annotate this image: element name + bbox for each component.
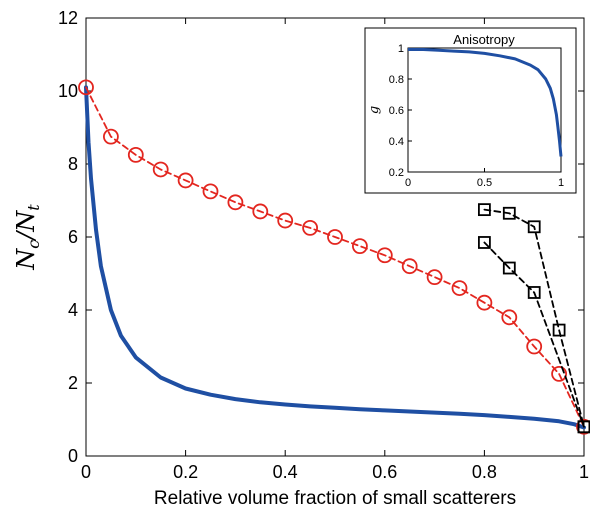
circle-marker [202,183,219,200]
square-marker [527,220,541,234]
inset-plot-series [408,48,563,157]
inset-x-tick-label: 0 [405,177,411,189]
x-tick-label: 0.4 [273,462,298,482]
inset-y-tick-label: 0.8 [389,74,404,86]
x-tick-label: 0.2 [173,462,198,482]
square-marker [502,261,516,275]
y-tick-label: 12 [58,8,78,28]
circle-marker [177,172,194,189]
x-axis-label: Relative volume fraction of small scatte… [154,488,516,509]
inset-series-0-line [408,48,563,157]
circle-marker [376,247,393,264]
y-tick-label: 6 [68,227,78,247]
square-marker [527,286,541,299]
y-tick-label: 0 [68,446,78,466]
inset-x-tick-label: 1 [558,177,564,189]
series-0-line [84,85,586,430]
y-tick-label: 8 [68,154,78,174]
square-marker [502,206,516,220]
square-marker [552,323,566,337]
inset-y-tick-label: 0.6 [389,105,404,117]
circle-marker [401,258,418,275]
circle-marker [252,203,269,220]
inset-y-axis-label: g [367,106,382,114]
x-tick-label: 1 [579,462,589,482]
circle-marker [277,212,294,229]
circle-marker [152,161,169,178]
circle-marker [78,79,94,96]
series-2-line [483,208,585,428]
circle-marker [576,418,590,435]
circle-marker [451,280,468,297]
circle-marker [302,219,319,236]
x-tick-label: 0.6 [372,462,397,482]
circle-marker [476,294,493,311]
circle-marker [103,128,119,145]
inset-title: Anisotropy [453,32,515,47]
circle-marker [526,338,543,355]
inset-background [364,27,577,194]
inset-y-tick-label: 1 [398,43,404,55]
circle-marker [327,229,343,245]
series-1-line [85,86,585,428]
circle-marker [127,146,144,163]
series-3-line [483,241,585,428]
inset-y-tick-label: 0.2 [389,167,404,179]
y-tick-label: 10 [58,81,78,101]
circle-marker [351,238,368,255]
circle-marker [551,365,567,382]
y-tick-label: 4 [68,300,78,320]
inset-x-tick-label: 0.5 [477,177,492,189]
x-tick-label: 0.8 [472,462,497,482]
main-plot-series [78,79,590,435]
x-tick-label: 0 [81,462,91,482]
inset-y-tick-label: 0.4 [389,136,404,148]
circle-marker [227,194,244,211]
inset-axis-ticks: 0 0.5 1 0.2 0.4 0.6 0.8 1 [389,43,564,189]
square-marker [477,203,491,217]
y-axis-label: Nc/Nt [12,204,43,271]
circle-marker [501,309,518,326]
square-marker [477,236,491,249]
y-tick-label: 2 [68,373,78,393]
circle-marker [426,269,443,286]
